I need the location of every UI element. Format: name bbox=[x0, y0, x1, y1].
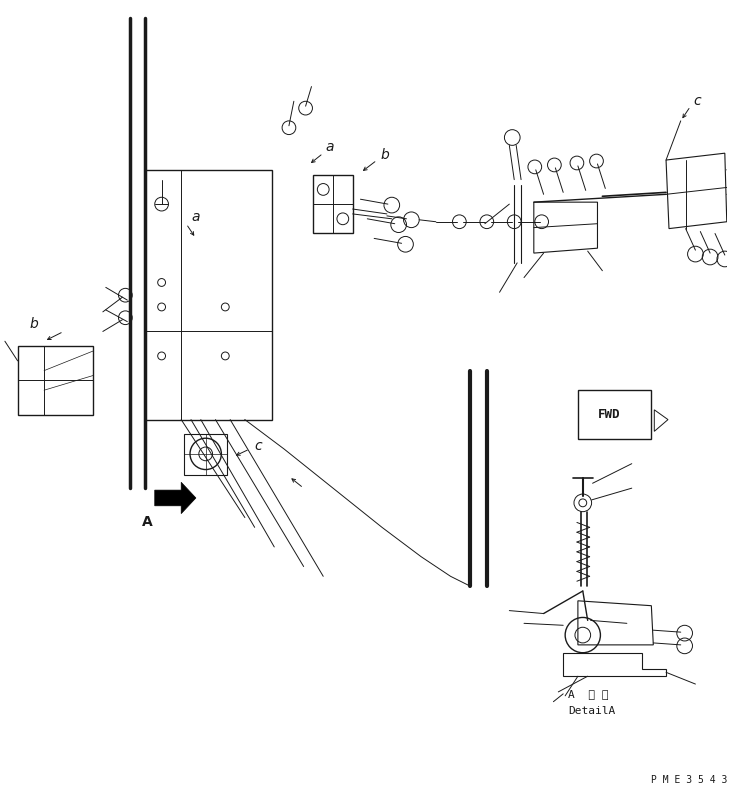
Text: c: c bbox=[694, 95, 701, 108]
Polygon shape bbox=[155, 482, 196, 513]
Text: b: b bbox=[30, 316, 38, 331]
Text: DetailA: DetailA bbox=[568, 706, 615, 716]
Text: P M E 3 5 4 3: P M E 3 5 4 3 bbox=[651, 775, 728, 785]
Text: c: c bbox=[255, 439, 262, 453]
Text: b: b bbox=[380, 148, 389, 162]
Text: A: A bbox=[142, 516, 153, 529]
Text: A  詳 細: A 詳 細 bbox=[568, 689, 608, 698]
Text: a: a bbox=[191, 210, 200, 223]
Text: a: a bbox=[325, 140, 334, 155]
Text: FWD: FWD bbox=[597, 409, 620, 421]
Polygon shape bbox=[654, 410, 668, 432]
